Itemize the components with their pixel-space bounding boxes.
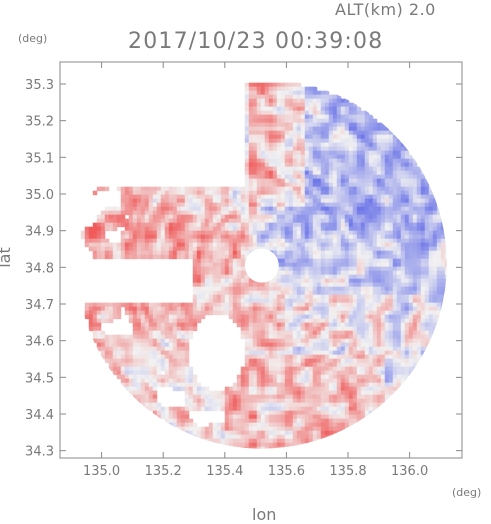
y-tick-label: 34.6 [25,335,54,350]
x-tick-label: 135.6 [268,464,305,479]
x-tick-label: 135.4 [206,464,243,479]
y-tick-label: 34.4 [25,408,54,423]
doppler-field [81,83,450,452]
y-tick-label: 34.8 [25,261,54,276]
x-tick-label: 135.8 [329,464,366,479]
x-tick-label: 135.0 [83,464,120,479]
radar-site [245,249,279,283]
y-tick-label: 35.1 [25,151,54,166]
radar-scan [81,83,450,452]
x-tick-label: 136.0 [391,464,428,479]
y-tick-label: 34.9 [25,225,54,240]
y-tick-label: 35.0 [25,188,54,203]
x-tick-label: 135.2 [145,464,182,479]
y-tick-label: 34.3 [25,445,54,460]
y-tick-label: 34.5 [25,371,54,386]
y-tick-label: 35.3 [25,78,54,93]
y-tick-label: 34.7 [25,298,54,313]
y-tick-label: 35.2 [25,115,54,130]
